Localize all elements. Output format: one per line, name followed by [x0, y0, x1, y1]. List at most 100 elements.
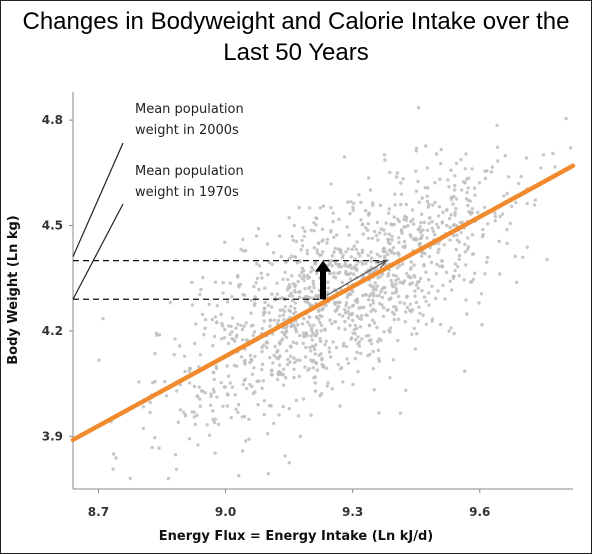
scatter-point — [229, 324, 233, 328]
scatter-point — [386, 240, 391, 245]
scatter-point — [287, 461, 291, 465]
scatter-point — [401, 177, 405, 181]
scatter-point — [496, 159, 500, 163]
scatter-point — [309, 289, 314, 294]
scatter-point — [493, 214, 498, 219]
scatter-point — [293, 255, 297, 259]
scatter-point — [296, 414, 301, 418]
scatter-point — [329, 355, 333, 359]
scatter-point — [457, 253, 462, 258]
scatter-point — [277, 413, 281, 417]
scatter-point — [128, 476, 132, 481]
scatter-point — [413, 347, 418, 351]
scatter-point — [533, 198, 537, 202]
scatter-point — [211, 370, 215, 374]
scatter-point — [456, 265, 460, 269]
scatter-point — [431, 229, 435, 233]
scatter-point — [410, 308, 415, 312]
scatter-point — [337, 217, 341, 222]
scatter-point — [187, 369, 192, 373]
scatter-point — [412, 222, 416, 226]
scatter-point — [368, 283, 372, 287]
scatter-point — [497, 239, 501, 244]
scatter-point — [261, 379, 265, 383]
scatter-point — [331, 219, 335, 224]
scatter-point — [377, 411, 381, 415]
scatter-point — [414, 146, 419, 150]
scatter-point — [324, 339, 328, 343]
scatter-point — [392, 305, 396, 309]
scatter-point — [401, 262, 405, 266]
scatter-point — [213, 280, 218, 284]
scatter-point — [409, 234, 413, 239]
scatter-point — [397, 219, 401, 224]
scatter-point — [296, 323, 300, 327]
scatter-point — [483, 272, 487, 276]
scatter-point — [303, 287, 307, 291]
scatter-point — [240, 327, 245, 332]
scatter-point — [226, 393, 230, 397]
scatter-point — [453, 268, 457, 273]
scatter-point — [366, 354, 370, 358]
scatter-point — [301, 397, 306, 401]
scatter-point — [229, 415, 233, 420]
scatter-point — [300, 266, 305, 271]
scatter-point — [452, 274, 456, 278]
scatter-point — [205, 423, 209, 427]
scatter-point — [339, 250, 343, 255]
scatter-point — [396, 294, 401, 299]
scatter-point — [380, 303, 384, 307]
scatter-point — [464, 298, 468, 302]
scatter-point — [270, 292, 274, 296]
scatter-point — [250, 372, 255, 376]
scatter-point — [387, 207, 391, 211]
scatter-point — [366, 222, 370, 226]
scatter-point — [367, 323, 371, 327]
scatter-point — [413, 275, 417, 279]
scatter-point — [381, 314, 386, 318]
scatter-point — [371, 301, 376, 305]
scatter-point — [257, 264, 262, 268]
scatter-point — [292, 375, 296, 380]
scatter-point — [173, 453, 178, 457]
annotation-2000s-line-1: Mean population — [135, 102, 244, 117]
scatter-point — [477, 181, 482, 185]
scatter-point — [388, 170, 392, 175]
scatter-point — [343, 307, 347, 312]
scatter-point — [443, 297, 447, 301]
scatter-point — [303, 365, 307, 369]
scatter-point — [485, 255, 490, 260]
scatter-point — [493, 211, 497, 215]
scatter-point — [391, 246, 396, 250]
scatter-point — [213, 451, 217, 455]
scatter-point — [417, 305, 421, 309]
scatter-point — [302, 275, 307, 279]
regression-line — [70, 163, 576, 443]
scatter-point — [409, 260, 413, 264]
scatter-point — [225, 404, 230, 408]
scatter-point — [369, 338, 373, 342]
scatter-point — [234, 364, 239, 368]
scatter-point — [414, 149, 418, 153]
scatter-point — [219, 380, 223, 385]
scatter-point — [425, 194, 429, 198]
scatter-point — [314, 361, 318, 366]
scatter-point — [308, 345, 312, 350]
scatter-point — [498, 214, 502, 219]
scatter-point — [391, 358, 396, 362]
scatter-point — [420, 233, 424, 238]
scatter-point — [412, 326, 416, 331]
scatter-point — [532, 203, 537, 207]
annotation-1970s-line-2: weight in 1970s — [135, 185, 239, 200]
scatter-point — [340, 280, 345, 285]
scatter-point — [417, 227, 421, 232]
scatter-point — [251, 391, 256, 396]
scatter-point — [141, 405, 145, 409]
scatter-point — [397, 253, 401, 257]
scatter-point — [354, 267, 359, 271]
scatter-point — [276, 348, 280, 353]
scatter-point — [505, 241, 509, 246]
title-line-2: Last 50 Years — [223, 39, 369, 66]
scatter-point — [325, 366, 329, 371]
scatter-point — [399, 202, 403, 207]
